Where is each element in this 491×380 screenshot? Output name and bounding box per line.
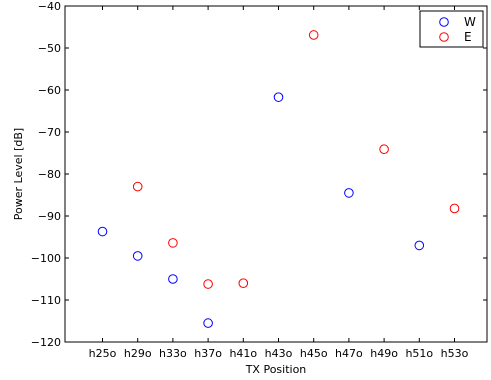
x-tick-label: h43o <box>265 347 293 360</box>
y-tick-label: −110 <box>31 294 61 307</box>
data-point-e <box>203 279 213 289</box>
x-tick-label: h33o <box>159 347 187 360</box>
legend-marker-e <box>439 32 449 42</box>
data-point-w <box>344 188 354 198</box>
tick-labels: −120 −110 −100 −90 −80 −70 −60 −50 −40 h25o h29o h3… <box>31 0 469 360</box>
data-point-e <box>308 30 319 40</box>
axis-ticks <box>65 5 487 343</box>
y-tick-label: −40 <box>38 0 61 13</box>
y-tick-label: −50 <box>38 42 61 55</box>
legend: WE <box>419 10 484 48</box>
data-point-e <box>379 144 389 155</box>
y-tick-label: −100 <box>31 252 61 265</box>
x-axis-label: TX Position <box>245 363 307 376</box>
legend-label-w: W <box>464 15 476 29</box>
x-tick-label: h45o <box>300 347 328 360</box>
x-tick-label: h47o <box>335 347 363 360</box>
data-point-w <box>168 274 178 284</box>
data-point-e <box>168 238 178 248</box>
y-tick-label: −70 <box>38 126 61 139</box>
x-tick-label: h25o <box>89 347 117 360</box>
data-point-w <box>414 240 425 251</box>
y-tick-label: −60 <box>38 84 61 97</box>
y-axis-label: Power Level [dB] <box>12 128 25 220</box>
legend-box <box>419 10 484 48</box>
y-tick-label: −90 <box>38 210 61 223</box>
y-tick-label: −120 <box>31 336 61 349</box>
data-markers <box>97 30 460 328</box>
x-tick-label: h53o <box>441 347 469 360</box>
data-point-e <box>238 278 249 289</box>
plot-area <box>64 5 488 343</box>
x-tick-label: h41o <box>229 347 257 360</box>
legend-label-e: E <box>464 30 472 44</box>
data-point-w <box>132 251 143 261</box>
x-tick-label: h29o <box>124 347 152 360</box>
data-point-w <box>203 318 213 328</box>
data-point-e <box>449 203 460 214</box>
legend-marker-w <box>439 17 449 27</box>
data-point-e <box>132 181 143 192</box>
x-tick-label: h49o <box>370 347 398 360</box>
data-point-w <box>97 226 108 237</box>
x-tick-label: h37o <box>194 347 222 360</box>
y-tick-label: −80 <box>38 168 61 181</box>
x-tick-label: h51o <box>405 347 433 360</box>
data-point-w <box>273 92 284 102</box>
